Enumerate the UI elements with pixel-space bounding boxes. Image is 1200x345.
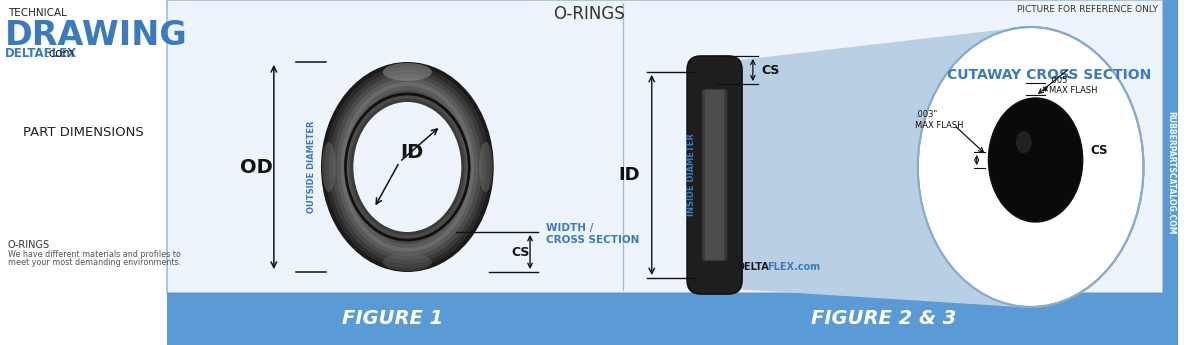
Bar	[0, 0, 167, 345]
Text: WIDTH /
CROSS SECTION: WIDTH / CROSS SECTION	[546, 223, 640, 245]
Text: .com: .com	[46, 47, 74, 60]
Text: O-RINGS: O-RINGS	[8, 240, 50, 250]
Ellipse shape	[479, 142, 493, 192]
Ellipse shape	[353, 102, 461, 232]
FancyBboxPatch shape	[688, 56, 742, 294]
Ellipse shape	[320, 62, 493, 272]
Text: FLEX.com: FLEX.com	[768, 262, 821, 272]
Text: DELTAFLEX: DELTAFLEX	[5, 47, 77, 60]
Ellipse shape	[322, 142, 336, 192]
Ellipse shape	[329, 70, 486, 264]
Text: PART DIMENSIONS: PART DIMENSIONS	[23, 126, 144, 138]
Text: CS: CS	[762, 63, 780, 77]
Ellipse shape	[325, 66, 490, 268]
Text: ID: ID	[618, 166, 640, 184]
Ellipse shape	[344, 86, 470, 248]
FancyBboxPatch shape	[704, 90, 725, 260]
Bar	[167, 0, 1163, 293]
Ellipse shape	[337, 78, 478, 256]
Text: meet your most demanding environments.: meet your most demanding environments.	[8, 258, 181, 267]
Text: CS: CS	[1091, 144, 1108, 157]
Text: .003"
MAX FLASH: .003" MAX FLASH	[914, 110, 964, 130]
Text: INSIDE DIAMETER: INSIDE DIAMETER	[686, 134, 696, 216]
Text: CUTAWAY CROSS SECTION: CUTAWAY CROSS SECTION	[947, 68, 1152, 82]
Text: O-RINGS: O-RINGS	[553, 5, 625, 23]
Text: RUBBERPARTSCATALOG.COM: RUBBERPARTSCATALOG.COM	[1166, 111, 1175, 235]
Ellipse shape	[383, 253, 432, 271]
Bar	[167, 0, 1163, 293]
Bar	[167, 293, 1163, 345]
Text: DRAWING: DRAWING	[5, 19, 187, 52]
Ellipse shape	[350, 99, 464, 235]
Ellipse shape	[918, 27, 1144, 307]
Ellipse shape	[989, 98, 1082, 222]
Bar	[1163, 0, 1178, 345]
Text: TECHNICAL: TECHNICAL	[8, 8, 67, 18]
Text: FIGURE 2 & 3: FIGURE 2 & 3	[811, 309, 956, 328]
Ellipse shape	[353, 102, 461, 232]
Text: CS: CS	[511, 246, 529, 258]
Text: OUTSIDE DIAMETER: OUTSIDE DIAMETER	[307, 121, 316, 213]
Ellipse shape	[918, 27, 1144, 307]
Text: DELTA: DELTA	[736, 262, 769, 272]
Ellipse shape	[348, 90, 467, 244]
Text: .005"
MAX FLASH: .005" MAX FLASH	[1049, 76, 1098, 96]
Text: We have different materials and profiles to: We have different materials and profiles…	[8, 250, 181, 259]
Ellipse shape	[341, 82, 474, 252]
Text: PICTURE FOR REFERENCE ONLY: PICTURE FOR REFERENCE ONLY	[1018, 5, 1158, 14]
FancyBboxPatch shape	[702, 89, 727, 261]
Text: ID: ID	[401, 142, 424, 161]
Text: FIGURE 1: FIGURE 1	[342, 309, 443, 328]
Ellipse shape	[1016, 131, 1032, 153]
Ellipse shape	[332, 74, 482, 260]
Text: OD: OD	[240, 158, 272, 177]
Ellipse shape	[383, 63, 432, 81]
Polygon shape	[728, 27, 1031, 307]
